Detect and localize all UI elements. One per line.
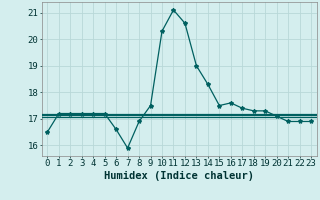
X-axis label: Humidex (Indice chaleur): Humidex (Indice chaleur) xyxy=(104,171,254,181)
